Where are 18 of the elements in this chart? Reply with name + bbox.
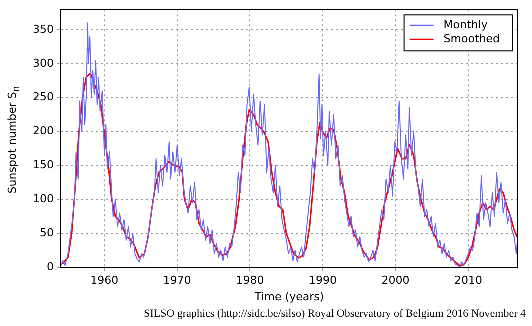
x-tick-label: 1960	[90, 274, 119, 288]
legend-label: Smoothed	[444, 32, 500, 46]
y-tick-label: 350	[32, 22, 54, 36]
text: SILSO graphics (http://sidc.be/silso) Royal Observatory of Belgium 2016 November 4	[144, 308, 526, 320]
x-tick-label: 1980	[236, 274, 264, 288]
y-tick-label: 100	[32, 192, 54, 206]
y-tick-label: 0	[46, 260, 54, 274]
y-tick-label: 300	[32, 56, 54, 70]
legend-label: Monthly	[444, 18, 488, 32]
y-tick-label: 150	[32, 158, 54, 172]
x-axis-title: Time (years)	[254, 290, 324, 304]
x-tick-label: 2000	[382, 274, 410, 288]
y-tick-label: 250	[32, 90, 54, 104]
y-tick-label: 200	[32, 124, 54, 138]
x-tick-label: 2010	[454, 274, 483, 288]
x-tick-label: 1970	[163, 274, 192, 288]
x-tick-label: 1990	[308, 274, 337, 288]
y-tick-label: 50	[40, 226, 54, 240]
